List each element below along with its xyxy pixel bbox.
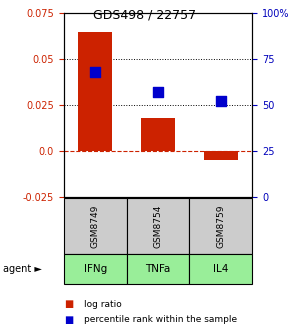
Point <box>156 89 160 95</box>
Text: ■: ■ <box>64 315 73 325</box>
Text: IL4: IL4 <box>213 264 229 274</box>
Text: TNFa: TNFa <box>145 264 171 274</box>
Text: GDS498 / 22757: GDS498 / 22757 <box>93 8 197 22</box>
Text: GSM8754: GSM8754 <box>153 204 163 248</box>
FancyBboxPatch shape <box>189 254 252 284</box>
FancyBboxPatch shape <box>127 198 189 254</box>
Text: IFNg: IFNg <box>84 264 107 274</box>
FancyBboxPatch shape <box>127 254 189 284</box>
Text: GSM8749: GSM8749 <box>91 204 100 248</box>
Text: agent ►: agent ► <box>3 264 42 274</box>
Text: log ratio: log ratio <box>84 300 122 308</box>
FancyBboxPatch shape <box>64 198 127 254</box>
Text: ■: ■ <box>64 299 73 309</box>
Point <box>219 99 223 104</box>
Text: percentile rank within the sample: percentile rank within the sample <box>84 316 237 324</box>
Point <box>93 69 97 75</box>
Text: GSM8759: GSM8759 <box>216 204 225 248</box>
FancyBboxPatch shape <box>64 254 127 284</box>
Bar <box>141 118 175 151</box>
FancyBboxPatch shape <box>189 198 252 254</box>
Bar <box>204 151 238 160</box>
Bar <box>78 32 113 151</box>
